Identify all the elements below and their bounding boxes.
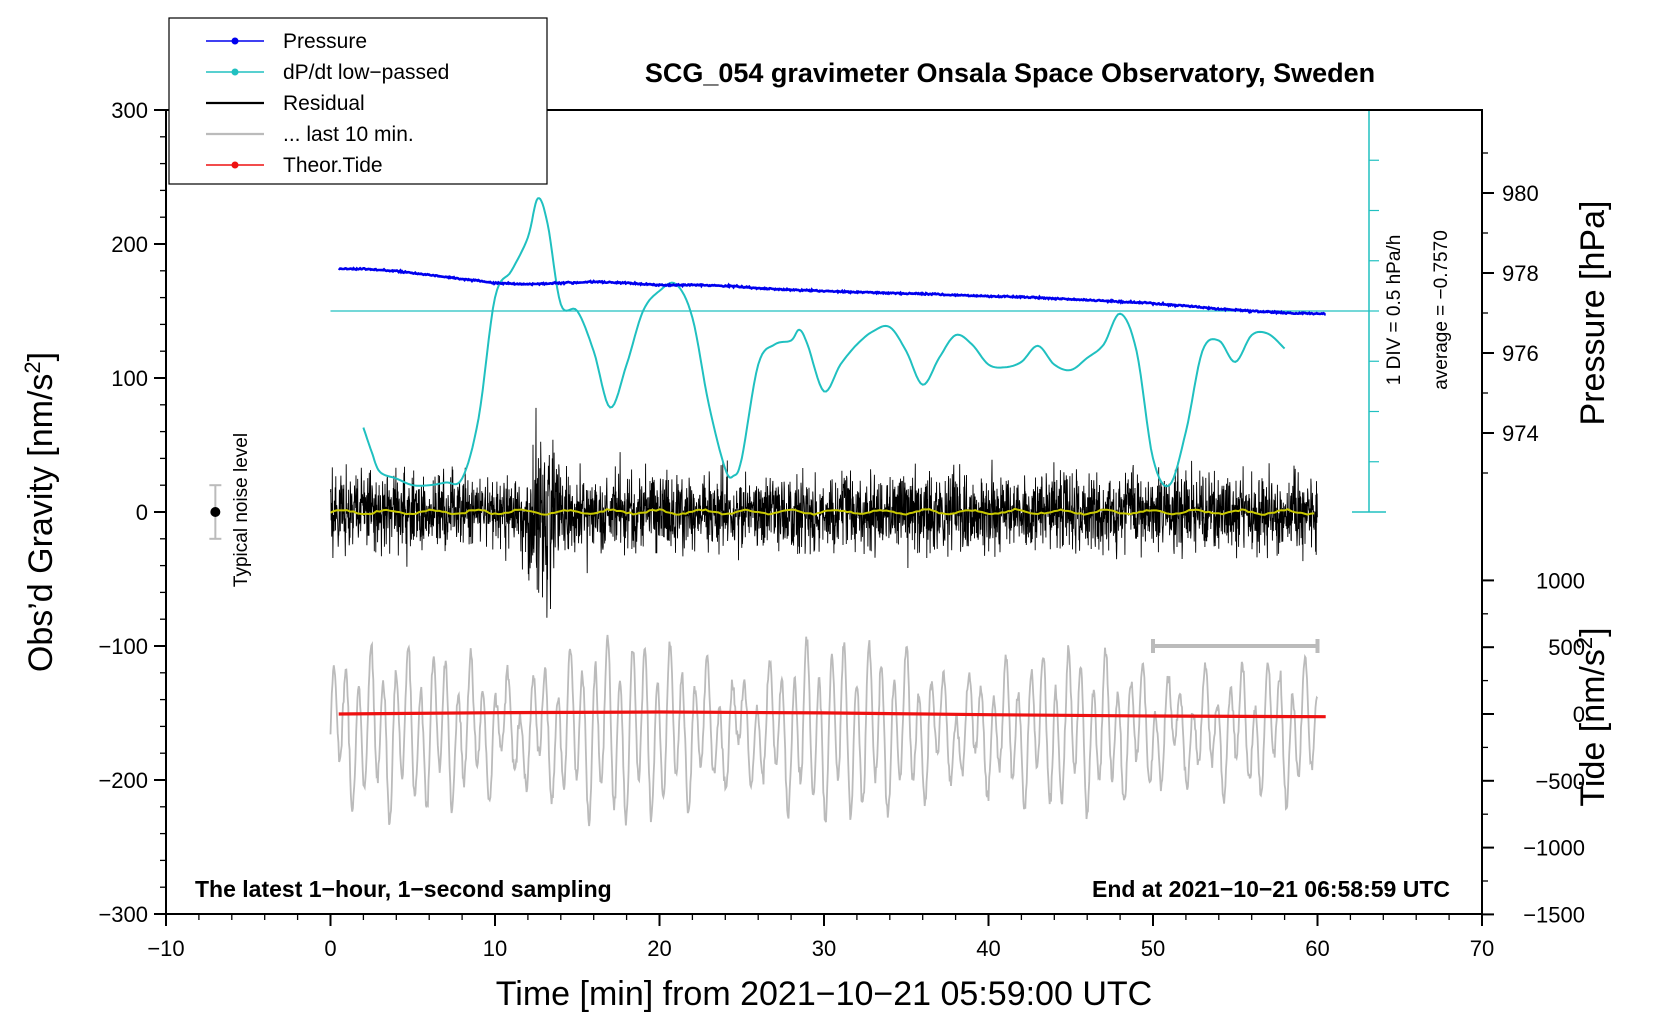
y-tick-label: 300 xyxy=(111,98,148,123)
y-tick-label: 0 xyxy=(136,500,148,525)
y-tick-label: −300 xyxy=(98,902,148,927)
x-tick-label: 0 xyxy=(324,936,336,961)
dpdt-average-label: average = −0.7570 xyxy=(1431,230,1452,390)
chart-title: SCG_054 gravimeter Onsala Space Observat… xyxy=(645,58,1375,88)
legend-marker xyxy=(231,68,239,76)
gravity-label-tail: ] xyxy=(22,352,60,361)
x-tick-label: 30 xyxy=(812,936,836,961)
x-tick-label: 60 xyxy=(1305,936,1329,961)
tide-tick-label: −1000 xyxy=(1523,836,1585,861)
x-tick-label: 10 xyxy=(483,936,507,961)
x-tick-label: 70 xyxy=(1470,936,1494,961)
legend-marker xyxy=(231,37,239,45)
y-tick-label: −100 xyxy=(98,634,148,659)
tide-label-tail: ] xyxy=(1574,627,1612,636)
legend: Pressure dP/dt low−passed Residual ... last… xyxy=(168,17,548,185)
y-tick-label: −200 xyxy=(98,768,148,793)
tide-label-main: Tide [nm/s xyxy=(1574,649,1612,806)
gravity-label-sup: 2 xyxy=(20,361,45,373)
legend-box xyxy=(168,17,548,185)
y-tick-label: 100 xyxy=(111,366,148,391)
residual-smoothed-line xyxy=(330,507,1315,517)
theoretical-tide-line xyxy=(338,710,1326,719)
legend-label: Theor.Tide xyxy=(283,154,383,177)
pressure-line xyxy=(337,266,1326,316)
x-axis-label: Time [min] from 2021−10−21 05:59:00 UTC xyxy=(496,975,1152,1013)
corner-note-left: The latest 1−hour, 1−second sampling xyxy=(195,876,612,902)
tide-tick-label: 500 xyxy=(1548,635,1585,660)
x-tick-label: 20 xyxy=(647,936,671,961)
pressure-tick-label: 978 xyxy=(1502,261,1539,286)
gravity-label-main: Obs’d Gravity [nm/s xyxy=(22,374,60,673)
y-axis-label-tide: Tide [nm/s2] xyxy=(1572,627,1612,806)
dpdt-line xyxy=(362,197,1286,488)
legend-label: dP/dt low−passed xyxy=(283,61,449,84)
y-axis-label-gravity: Obs’d Gravity [nm/s2] xyxy=(20,352,60,672)
pressure-tick-label: 980 xyxy=(1502,181,1539,206)
noise-level-label: Typical noise level xyxy=(231,433,252,587)
x-tick-label: −10 xyxy=(147,936,184,961)
y-axis-label-pressure: Pressure [hPa] xyxy=(1574,201,1612,426)
x-tick-label: 50 xyxy=(1141,936,1165,961)
tide-tick-label: −1500 xyxy=(1523,902,1585,927)
pressure-tick-label: 976 xyxy=(1502,341,1539,366)
plot-series xyxy=(209,110,1386,827)
corner-note-right: End at 2021−10−21 06:58:59 UTC xyxy=(1092,876,1450,902)
tide-oscillation-trace xyxy=(329,634,1319,827)
tide-tick-label: 1000 xyxy=(1536,568,1585,593)
legend-label: Pressure xyxy=(283,30,367,53)
legend-label: Residual xyxy=(283,92,365,115)
y-tick-label: 200 xyxy=(111,232,148,257)
dpdt-scale-label: 1 DIV = 0.5 hPa/h xyxy=(1384,235,1405,386)
tide-tick-label: −500 xyxy=(1535,769,1585,794)
pressure-tick-label: 974 xyxy=(1502,421,1539,446)
x-tick-label: 40 xyxy=(976,936,1000,961)
axis-ticks: −10 0 10 20 30 40 50 60 703002001000−100−200−300… xyxy=(98,98,1585,961)
tide-label-sup: 2 xyxy=(1572,637,1597,649)
residual-line xyxy=(330,407,1318,618)
legend-label: ... last 10 min. xyxy=(283,123,414,146)
legend-marker xyxy=(231,161,239,169)
noise-bar-center-dot xyxy=(210,507,221,517)
tide-tick-label: 0 xyxy=(1573,702,1585,727)
